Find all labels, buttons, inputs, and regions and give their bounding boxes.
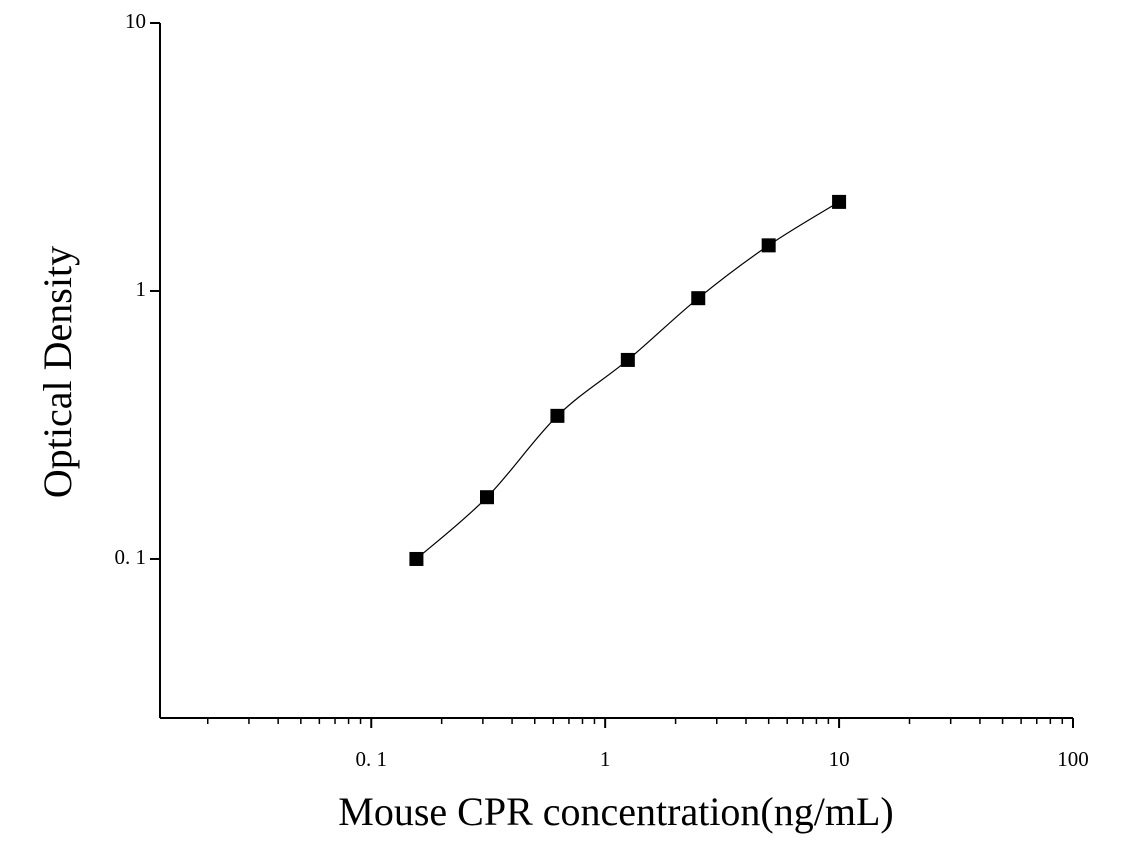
- data-point: [620, 352, 635, 367]
- x-tick-label: 10: [829, 747, 850, 771]
- data-point: [691, 291, 706, 306]
- data-point: [409, 551, 424, 566]
- data-point: [550, 408, 565, 423]
- data-point: [480, 490, 495, 505]
- x-axis-title: Mouse CPR concentration(ng/mL): [338, 789, 893, 834]
- y-axis-title: Optical Density: [35, 246, 80, 498]
- x-tick-label: 100: [1057, 747, 1089, 771]
- data-point: [832, 194, 847, 209]
- y-tick-label: 10: [125, 9, 146, 33]
- data-point: [761, 238, 776, 253]
- x-tick-label: 0. 1: [355, 747, 387, 771]
- fit-curve: [416, 201, 840, 560]
- y-tick-label: 0. 1: [115, 545, 147, 569]
- x-tick-label: 1: [600, 747, 611, 771]
- y-tick-label: 1: [136, 277, 147, 301]
